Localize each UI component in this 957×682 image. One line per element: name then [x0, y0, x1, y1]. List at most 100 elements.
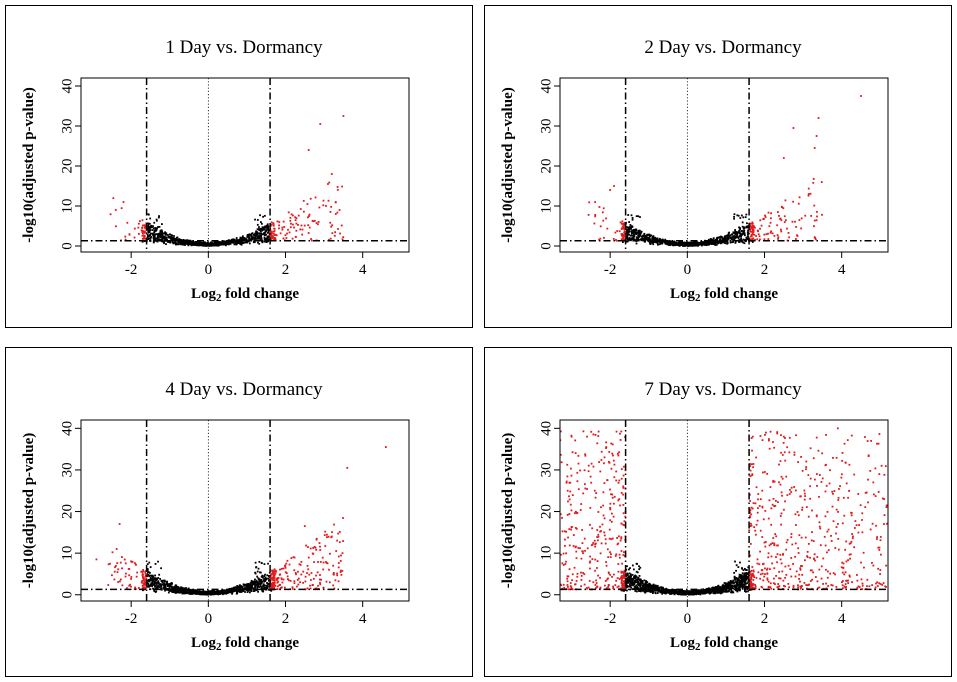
- significant-point: [749, 230, 752, 233]
- significant-point: [759, 238, 761, 241]
- nonsignificant-point: [649, 238, 652, 241]
- nonsignificant-point: [209, 592, 212, 594]
- significant-point: [271, 569, 274, 572]
- nonsignificant-point: [640, 231, 642, 234]
- nonsignificant-point: [628, 221, 630, 223]
- nonsignificant-point: [250, 590, 253, 592]
- significant-point: [290, 557, 293, 559]
- nonsignificant-point: [725, 587, 728, 590]
- significant-point: [131, 561, 134, 563]
- nonsignificant-point: [212, 591, 215, 594]
- nonsignificant-point: [167, 236, 170, 239]
- significant-point: [749, 582, 752, 585]
- nonsignificant-point: [167, 591, 170, 594]
- nonsignificant-point: [202, 593, 204, 596]
- significant-point: [274, 238, 277, 241]
- nonsignificant-point: [634, 574, 637, 577]
- nonsignificant-point: [256, 575, 259, 578]
- nonsignificant-point: [625, 573, 628, 576]
- significant-point: [771, 562, 774, 565]
- significant-point: [286, 559, 289, 562]
- significant-point: [332, 584, 335, 587]
- significant-point: [336, 539, 339, 542]
- nonsignificant-point: [225, 592, 228, 595]
- nonsignificant-point: [738, 239, 741, 241]
- significant-point: [272, 576, 275, 579]
- nonsignificant-point: [636, 571, 639, 574]
- nonsignificant-point: [160, 584, 163, 587]
- nonsignificant-point: [646, 236, 649, 239]
- nonsignificant-point: [626, 589, 628, 592]
- nonsignificant-point: [149, 577, 152, 580]
- significant-point: [270, 230, 273, 233]
- nonsignificant-point: [148, 226, 151, 229]
- nonsignificant-point: [163, 587, 165, 590]
- significant-point: [810, 215, 813, 217]
- nonsignificant-point: [208, 244, 210, 247]
- nonsignificant-point: [633, 587, 636, 590]
- nonsignificant-point: [738, 241, 740, 243]
- nonsignificant-point: [731, 581, 734, 584]
- significant-point: [312, 577, 315, 580]
- significant-point: [107, 584, 110, 586]
- nonsignificant-point: [628, 583, 631, 585]
- nonsignificant-point: [248, 238, 251, 241]
- significant-point: [775, 499, 777, 502]
- nonsignificant-point: [213, 242, 216, 245]
- nonsignificant-point: [731, 584, 734, 587]
- significant-point: [143, 226, 146, 229]
- nonsignificant-point: [258, 229, 261, 231]
- nonsignificant-point: [672, 244, 675, 247]
- nonsignificant-point: [146, 568, 149, 570]
- nonsignificant-point: [651, 592, 654, 595]
- nonsignificant-point: [676, 593, 679, 595]
- significant-point: [142, 230, 145, 233]
- nonsignificant-point: [726, 590, 728, 593]
- nonsignificant-point: [248, 236, 251, 239]
- nonsignificant-point: [155, 582, 158, 584]
- nonsignificant-point: [266, 586, 269, 589]
- nonsignificant-point: [629, 567, 631, 570]
- significant-point: [619, 221, 622, 224]
- significant-point: [302, 570, 305, 573]
- nonsignificant-point: [736, 585, 739, 587]
- nonsignificant-point: [742, 227, 745, 230]
- nonsignificant-point: [675, 590, 677, 592]
- significant-point: [130, 576, 133, 578]
- nonsignificant-point: [157, 577, 160, 579]
- y-tick-label: 10: [538, 199, 554, 214]
- significant-point: [276, 588, 279, 590]
- significant-point: [756, 229, 759, 232]
- significant-point: [328, 581, 331, 584]
- nonsignificant-point: [740, 239, 743, 242]
- nonsignificant-point: [156, 227, 158, 230]
- significant-point: [769, 486, 772, 488]
- significant-point: [142, 568, 144, 571]
- significant-point: [307, 568, 310, 571]
- significant-point: [861, 588, 864, 591]
- nonsignificant-point: [626, 565, 628, 568]
- nonsignificant-point: [261, 587, 264, 590]
- nonsignificant-point: [632, 583, 635, 586]
- nonsignificant-point: [746, 582, 748, 585]
- significant-point: [881, 583, 884, 586]
- nonsignificant-point: [146, 236, 149, 238]
- nonsignificant-point: [724, 587, 727, 590]
- nonsignificant-point: [659, 241, 662, 244]
- nonsignificant-point: [636, 585, 639, 588]
- nonsignificant-point: [721, 590, 724, 593]
- significant-point: [140, 581, 143, 584]
- nonsignificant-point: [236, 587, 239, 589]
- nonsignificant-point: [152, 227, 155, 230]
- nonsignificant-point: [716, 237, 718, 239]
- nonsignificant-point: [731, 590, 734, 593]
- significant-point: [283, 586, 286, 589]
- nonsignificant-point: [672, 591, 674, 594]
- nonsignificant-point: [627, 238, 630, 241]
- significant-point: [756, 558, 759, 561]
- significant-point: [769, 582, 772, 585]
- nonsignificant-point: [729, 587, 732, 589]
- nonsignificant-point: [697, 590, 700, 592]
- nonsignificant-point: [688, 593, 691, 596]
- nonsignificant-point: [707, 590, 709, 593]
